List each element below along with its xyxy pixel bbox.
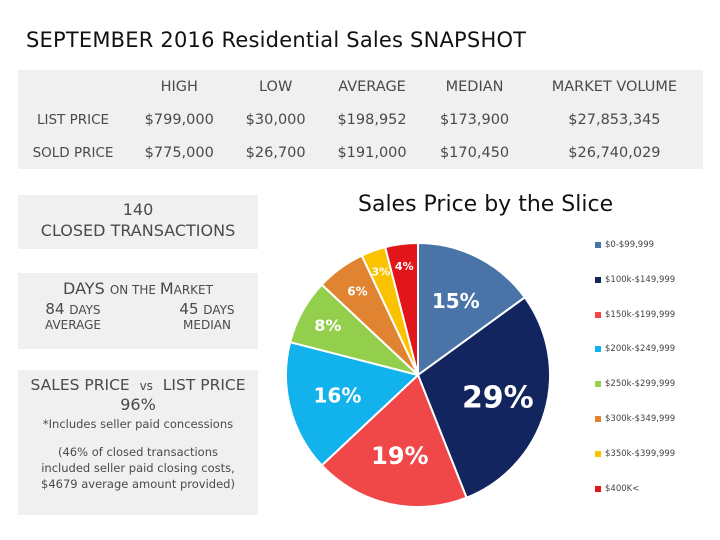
legend-label: $400K<	[605, 483, 640, 494]
table-header-low: LOW	[258, 78, 293, 95]
sales-price-label: SALES PRICE	[30, 376, 130, 394]
slice-label: 6%	[347, 285, 367, 299]
price-stats-table: HIGH LOW AVERAGE MEDIAN MARKET VOLUME LI…	[18, 70, 703, 169]
days-average-label: AVERAGE	[45, 318, 101, 332]
slice-label: 3%	[372, 265, 391, 278]
legend-label: $200k-$249,999	[605, 344, 676, 355]
detail-line: included seller paid closing costs,	[41, 461, 235, 475]
cell-high: $799,000	[144, 111, 214, 128]
legend-swatch	[595, 381, 601, 388]
closing-costs-detail: (46% of closed transactions included sel…	[18, 444, 258, 492]
days-average-unit: DAYS	[69, 303, 101, 317]
legend-swatch	[595, 276, 601, 283]
table-header-blank	[18, 70, 128, 103]
row-label: SOLD PRICE	[32, 144, 114, 161]
days-heading-on-the: ON THE	[109, 283, 160, 297]
legend-swatch	[595, 311, 601, 318]
days-median-value: 45	[179, 300, 199, 318]
table-row: LIST PRICE $799,000 $30,000 $198,952 $17…	[18, 103, 703, 136]
legend-item: $350k-$399,999	[595, 447, 675, 461]
legend-swatch	[595, 416, 601, 422]
cell-volume: $26,740,029	[568, 144, 661, 161]
cell-average: $198,952	[337, 111, 407, 128]
legend-swatch	[595, 450, 601, 457]
table-header-row: HIGH LOW AVERAGE MEDIAN MARKET VOLUME	[18, 70, 703, 103]
legend-item: $250k-$299,999	[595, 377, 675, 391]
slice-label: 4%	[395, 260, 414, 273]
legend-swatch	[595, 346, 601, 353]
pie-slice	[285, 340, 421, 467]
legend-label: $300k-$349,999	[605, 414, 676, 424]
days-heading: DAYS ON THE MARKET	[18, 279, 258, 298]
legend-item: $100k-$149,999	[595, 273, 675, 287]
legend-label: $100k-$149,999	[605, 274, 676, 285]
days-heading-d: D	[63, 279, 76, 298]
closed-label: CLOSED TRANSACTIONS	[40, 221, 236, 240]
cell-median: $170,450	[439, 144, 510, 161]
legend-label: $250k-$299,999	[605, 379, 676, 390]
table-header-high: HIGH	[160, 78, 198, 95]
days-on-market-box: DAYS ON THE MARKET 84 DAYS AVERAGE 45 DA…	[18, 273, 258, 349]
legend-item: $200k-$249,999	[595, 342, 675, 356]
legend-item: $150k-$199,999	[595, 308, 675, 322]
sales-price-pie-chart: 15% 29% 19% 16% 8% 6% 3% 4%	[285, 241, 551, 508]
legend-item: $300k-$349,999	[595, 412, 675, 426]
pie-slice	[320, 373, 468, 508]
pie-slice	[416, 296, 551, 500]
slice-label: 19%	[371, 442, 428, 470]
table-row: SOLD PRICE $775,000 $26,700 $191,000 $17…	[18, 136, 703, 169]
chart-title: Sales Price by the Slice	[358, 192, 614, 217]
days-average-value: 84	[45, 300, 65, 318]
page-title: SEPTEMBER 2016 Residential Sales SNAPSHO…	[26, 28, 527, 52]
closed-count: 140	[122, 200, 154, 219]
list-price-label: LIST PRICE	[162, 376, 246, 394]
sales-vs-list-box: SALES PRICE vs LIST PRICE 96% *Includes …	[18, 370, 258, 515]
detail-line: $4679 average amount provided)	[41, 477, 235, 491]
table-header-average: AVERAGE	[338, 78, 406, 95]
days-heading-ays: AYS	[75, 279, 110, 298]
cell-median: $173,900	[439, 111, 510, 128]
pie-slice	[383, 241, 419, 376]
days-heading-m: M	[159, 279, 174, 298]
concessions-note: *Includes seller paid concessions	[42, 417, 234, 431]
slice-label: 16%	[314, 384, 362, 408]
legend-label: $350k-$399,999	[605, 448, 676, 459]
days-median-unit: DAYS	[203, 303, 235, 317]
slice-label: 15%	[432, 289, 480, 313]
legend-item: $0-$99,999	[595, 238, 654, 252]
legend-swatch	[595, 242, 601, 248]
detail-line: (46% of closed transactions	[58, 445, 218, 459]
days-heading-arket: ARKET	[173, 283, 213, 297]
legend-label: $0-$99,999	[605, 240, 655, 250]
days-median-label: MEDIAN	[183, 318, 231, 332]
legend-swatch	[595, 485, 601, 492]
days-median: 45 DAYS MEDIAN	[162, 300, 252, 332]
closed-transactions-box: 140 CLOSED TRANSACTIONS	[18, 195, 258, 249]
table-header-volume: MARKET VOLUME	[551, 78, 678, 95]
cell-low: $30,000	[245, 111, 306, 128]
cell-low: $26,700	[245, 144, 306, 161]
days-average: 84 DAYS AVERAGE	[28, 300, 118, 332]
row-label: LIST PRICE	[36, 111, 110, 128]
vs-label: vs	[139, 379, 153, 393]
cell-volume: $27,853,345	[568, 111, 661, 128]
sales-vs-list-percent: 96%	[120, 395, 156, 414]
sales-vs-list-heading: SALES PRICE vs LIST PRICE	[18, 376, 258, 394]
slice-label: 29%	[462, 381, 534, 416]
legend-item: $400K<	[595, 482, 639, 496]
slice-label: 8%	[314, 316, 341, 335]
table-header-median: MEDIAN	[445, 78, 504, 95]
pie-slice	[417, 241, 527, 377]
cell-average: $191,000	[337, 144, 407, 161]
cell-high: $775,000	[144, 144, 214, 161]
legend-label: $150k-$199,999	[605, 309, 676, 320]
